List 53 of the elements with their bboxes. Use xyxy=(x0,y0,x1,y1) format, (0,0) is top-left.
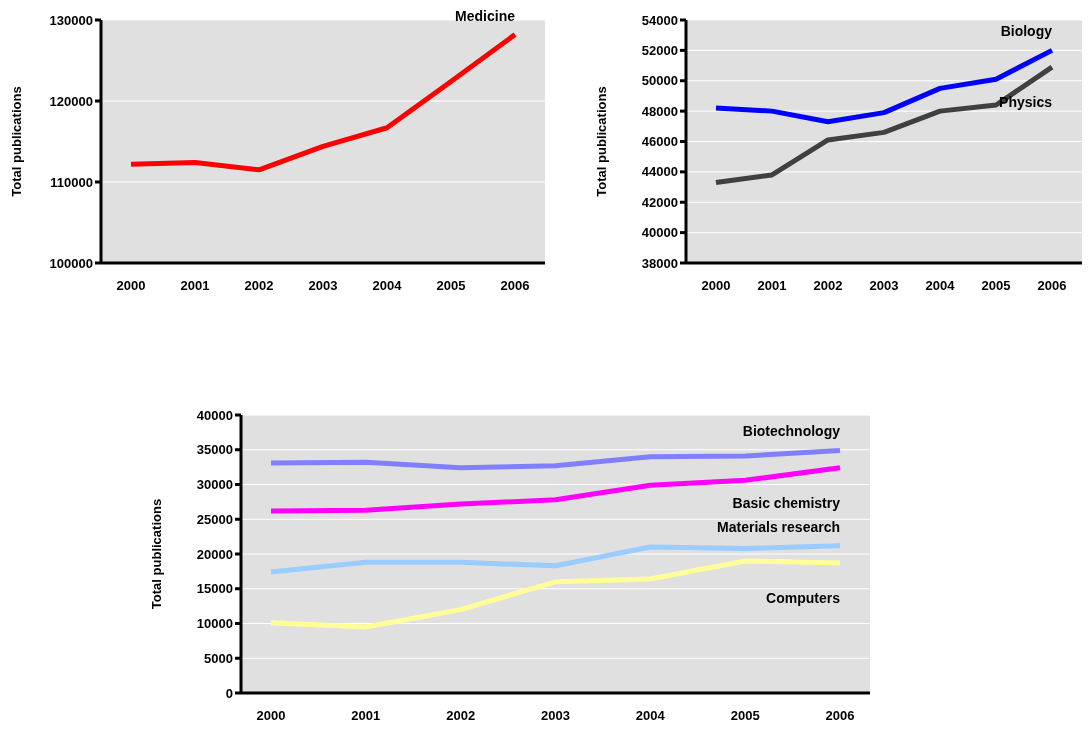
x-tick-label: 2003 xyxy=(308,278,338,294)
series-label: Biology xyxy=(1000,23,1053,40)
x-tick-label: 2002 xyxy=(813,278,843,294)
y-tick-label: 25000 xyxy=(196,511,233,527)
y-tick-label: 40000 xyxy=(196,407,233,423)
y-axis-title: Total publications xyxy=(593,86,609,197)
y-tick-label: 54000 xyxy=(641,12,678,28)
x-tick-label: 2005 xyxy=(730,708,760,724)
y-tick-label: 0 xyxy=(225,685,233,701)
x-tick-label: 2004 xyxy=(635,708,666,724)
x-tick-label: 2006 xyxy=(1037,278,1067,294)
y-tick-label: 44000 xyxy=(641,164,678,180)
x-tick-label: 2004 xyxy=(925,278,956,294)
y-tick-label: 50000 xyxy=(641,73,678,89)
y-tick-label: 48000 xyxy=(641,103,678,119)
y-tick-label: 20000 xyxy=(196,546,233,562)
y-tick-label: 40000 xyxy=(641,225,678,241)
x-tick-label: 2000 xyxy=(256,708,286,724)
y-tick-label: 120000 xyxy=(49,93,93,109)
x-tick-label: 2001 xyxy=(180,278,210,294)
x-tick-label: 2006 xyxy=(500,278,530,294)
y-tick-label: 10000 xyxy=(196,616,233,632)
y-axis-title: Total publications xyxy=(8,86,24,197)
y-tick-label: 100000 xyxy=(49,255,93,271)
x-tick-label: 2002 xyxy=(244,278,274,294)
series-label: Materials research xyxy=(717,518,840,535)
series-label: Biotechnology xyxy=(742,423,841,440)
series-label: Physics xyxy=(999,94,1053,111)
x-tick-label: 2001 xyxy=(351,708,381,724)
x-tick-label: 2001 xyxy=(757,278,787,294)
x-tick-label: 2004 xyxy=(372,278,403,294)
series-label: Basic chemistry xyxy=(732,494,841,511)
y-tick-label: 5000 xyxy=(204,650,233,666)
x-tick-label: 2003 xyxy=(541,708,570,724)
x-tick-label: 2005 xyxy=(981,278,1011,294)
series-label: Computers xyxy=(766,590,841,607)
x-tick-label: 2000 xyxy=(701,278,731,294)
y-tick-label: 110000 xyxy=(50,174,93,190)
y-tick-label: 130000 xyxy=(49,12,93,28)
x-tick-label: 2002 xyxy=(446,708,476,724)
y-tick-label: 42000 xyxy=(641,194,678,210)
y-axis-title: Total publications xyxy=(148,498,164,610)
y-tick-label: 38000 xyxy=(641,255,678,271)
x-tick-label: 2003 xyxy=(869,278,899,294)
x-tick-label: 2005 xyxy=(436,278,466,294)
y-tick-label: 15000 xyxy=(196,581,233,597)
x-tick-label: 2000 xyxy=(116,278,146,294)
y-tick-label: 46000 xyxy=(641,134,678,150)
y-tick-label: 30000 xyxy=(196,477,233,493)
y-tick-label: 52000 xyxy=(641,42,678,58)
series-label: Medicine xyxy=(455,7,516,24)
y-tick-label: 35000 xyxy=(196,442,233,458)
x-tick-label: 2006 xyxy=(825,708,855,724)
